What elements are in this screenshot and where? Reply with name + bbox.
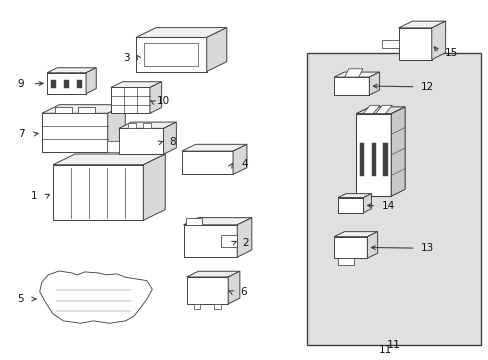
Polygon shape xyxy=(42,105,125,113)
Polygon shape xyxy=(363,194,371,213)
Polygon shape xyxy=(371,143,375,176)
Polygon shape xyxy=(344,69,362,77)
Polygon shape xyxy=(366,231,377,258)
Text: 9: 9 xyxy=(17,79,23,89)
Polygon shape xyxy=(40,271,152,323)
Polygon shape xyxy=(136,37,206,72)
Polygon shape xyxy=(186,277,228,304)
Text: 12: 12 xyxy=(420,82,433,92)
Polygon shape xyxy=(355,114,390,196)
Polygon shape xyxy=(119,129,163,154)
Text: 1: 1 xyxy=(30,191,37,201)
Polygon shape xyxy=(182,144,246,151)
Text: 13: 13 xyxy=(420,243,433,253)
Polygon shape xyxy=(111,87,150,113)
Polygon shape xyxy=(47,68,96,73)
Text: 8: 8 xyxy=(169,138,175,147)
Polygon shape xyxy=(86,68,96,94)
Polygon shape xyxy=(306,53,480,345)
Polygon shape xyxy=(55,108,71,113)
Polygon shape xyxy=(51,80,56,88)
Polygon shape xyxy=(127,123,136,129)
Polygon shape xyxy=(368,72,379,95)
Polygon shape xyxy=(398,28,431,59)
Polygon shape xyxy=(363,105,379,114)
Polygon shape xyxy=(214,304,221,309)
Polygon shape xyxy=(193,304,200,309)
Text: 5: 5 xyxy=(17,294,23,304)
Polygon shape xyxy=(77,80,81,88)
Polygon shape xyxy=(47,73,86,94)
Polygon shape xyxy=(111,82,161,87)
Polygon shape xyxy=(398,21,445,28)
Polygon shape xyxy=(383,143,386,176)
Text: 4: 4 xyxy=(241,159,247,169)
Polygon shape xyxy=(355,107,405,114)
Text: 2: 2 xyxy=(242,238,248,248)
Polygon shape xyxy=(150,82,161,113)
Polygon shape xyxy=(237,218,251,257)
Text: 11: 11 xyxy=(379,345,392,355)
Polygon shape xyxy=(143,154,165,220)
Text: 11: 11 xyxy=(386,340,400,350)
Polygon shape xyxy=(78,108,94,113)
Polygon shape xyxy=(107,141,119,152)
Polygon shape xyxy=(375,105,391,114)
Polygon shape xyxy=(381,40,398,48)
Polygon shape xyxy=(333,77,368,95)
Text: 7: 7 xyxy=(18,129,24,139)
Polygon shape xyxy=(333,237,366,258)
Polygon shape xyxy=(183,218,251,225)
Polygon shape xyxy=(431,21,445,59)
Text: 14: 14 xyxy=(381,201,394,211)
Polygon shape xyxy=(206,28,226,72)
Polygon shape xyxy=(144,42,198,66)
Polygon shape xyxy=(337,194,371,198)
Polygon shape xyxy=(42,113,107,152)
Text: 15: 15 xyxy=(444,48,457,58)
Polygon shape xyxy=(183,225,237,257)
Polygon shape xyxy=(136,28,226,37)
Polygon shape xyxy=(333,72,379,77)
Polygon shape xyxy=(228,271,240,304)
Polygon shape xyxy=(143,123,151,129)
Polygon shape xyxy=(119,122,176,129)
Polygon shape xyxy=(337,258,353,265)
Polygon shape xyxy=(163,122,176,154)
Polygon shape xyxy=(53,154,165,165)
Polygon shape xyxy=(107,105,125,152)
Text: 3: 3 xyxy=(123,53,129,63)
Polygon shape xyxy=(333,231,377,237)
Polygon shape xyxy=(186,219,202,225)
Polygon shape xyxy=(337,198,363,213)
Polygon shape xyxy=(221,234,237,247)
Text: 6: 6 xyxy=(240,287,246,297)
Polygon shape xyxy=(186,271,240,277)
Polygon shape xyxy=(53,165,143,220)
Text: 10: 10 xyxy=(157,96,170,106)
Polygon shape xyxy=(359,143,364,176)
Polygon shape xyxy=(182,151,233,175)
Polygon shape xyxy=(390,107,405,196)
Polygon shape xyxy=(233,144,246,175)
Polygon shape xyxy=(64,80,69,88)
